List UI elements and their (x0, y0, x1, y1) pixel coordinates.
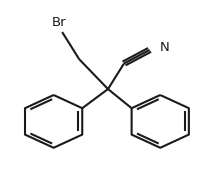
Text: Br: Br (51, 16, 66, 29)
Text: N: N (160, 41, 170, 54)
